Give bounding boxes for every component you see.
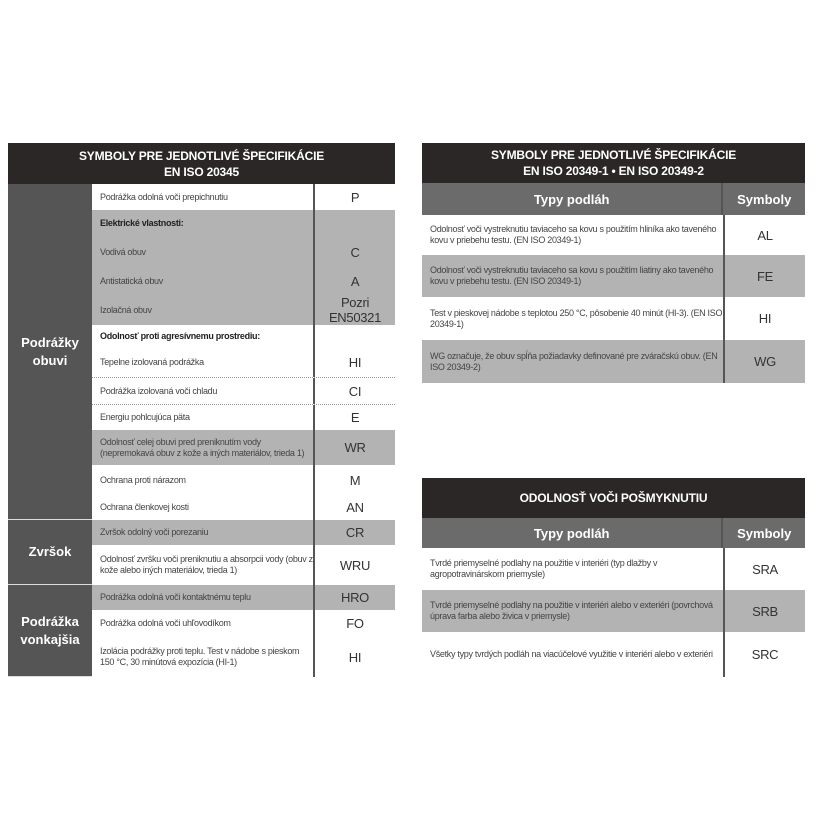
row-description: Podrážka odolná voči uhľovodíkom [100,618,231,628]
table-row: Izolácia podrážky proti teplu. Test v ná… [92,637,395,677]
table-row: Podrážka odolná voči prepichnutiu P [92,184,395,210]
table-row: Odolnosť voči vystreknutiu taviaceho sa … [422,215,805,255]
row-description: Odolnosť voči vystreknutiu taviaceho sa … [430,224,717,245]
row-symbol: SRB [723,590,805,632]
table-row: Ochrana proti nárazom M [92,465,395,495]
table-row: Vodivá obuv C [92,236,395,268]
row-symbol: AL [723,215,805,255]
table-row: Tvrdé priemyselné podlahy na použitie v … [422,590,805,632]
header-title: SYMBOLY PRE JEDNOTLIVÉ ŠPECIFIKÁCIE [78,148,325,163]
table-row: Zvršok odolný voči porezaniu CR [92,520,395,545]
row-description: Vodivá obuv [100,246,146,257]
header-subtitle: EN ISO 20345 [164,164,239,179]
row-description: Zvršok odolný voči porezaniu [100,527,209,537]
column-header-symbols: Symboly [721,518,805,548]
row-symbol: AN [313,495,395,520]
table-row: WG označuje, že obuv spĺňa požiadavky de… [422,340,805,383]
row-symbol: WR [313,430,395,465]
table-row: Všetky typy tvrdých podláh na viacúčelov… [422,632,805,677]
table-row: Test v pieskovej nádobe s teplotou 250 °… [422,297,805,340]
column-header-row: Typy podláh Symboly [422,183,805,215]
column-header-floor-types: Typy podláh [533,525,610,541]
header-title: SYMBOLY PRE JEDNOTLIVÉ ŠPECIFIKÁCIE [490,148,737,162]
row-symbol: FE [723,255,805,297]
row-description: Tepelne izolovaná podrážka [100,357,204,367]
table-header: SYMBOLY PRE JEDNOTLIVÉ ŠPECIFIKÁCIE EN I… [8,143,395,184]
category-outsole: Podrážka vonkajšia [8,585,92,677]
category-upper: Zvršok [8,520,92,585]
table-row: Odolnosť proti agresívnemu prostrediu: [92,325,395,348]
header-subtitle: EN ISO 20349-1 • EN ISO 20349-2 [523,164,704,178]
row-description: Izolácia podrážky proti teplu. Test v ná… [100,646,300,667]
table-header: SYMBOLY PRE JEDNOTLIVÉ ŠPECIFIKÁCIE EN I… [422,143,805,183]
row-symbol: Pozri EN50321 [313,295,395,325]
row-symbol: HI [723,297,805,340]
row-description: Ochrana členkovej kosti [100,502,189,512]
row-symbol: WRU [313,545,395,585]
row-symbol: HI [313,348,395,377]
row-description: Energiu pohlcujúca päta [100,412,190,422]
row-description: Tvrdé priemyselné podlahy na použitie v … [430,558,658,579]
row-description: Odolnosť voči vystreknutiu taviaceho sa … [430,265,714,286]
row-description: Všetky typy tvrdých podláh na viacúčelov… [430,649,713,659]
row-description: Odolnosť celej obuvi pred preniknutím vo… [100,436,305,458]
row-symbol: M [313,465,395,495]
en-iso-20349-table: SYMBOLY PRE JEDNOTLIVÉ ŠPECIFIKÁCIE EN I… [422,143,805,383]
table-row: Energiu pohlcujúca päta E [92,405,395,430]
row-description: Podrážka odolná voči kontaktnému teplu [100,592,251,602]
header-title: ODOLNOSŤ VOČI POŠMYKNUTIU [519,491,708,505]
table-row: Tvrdé priemyselné podlahy na použitie v … [422,548,805,590]
row-symbol: A [313,268,395,295]
row-symbol [313,210,395,236]
row-symbol: SRC [723,632,805,677]
row-symbol: C [313,236,395,268]
table-row: Odolnosť celej obuvi pred preniknutím vo… [92,430,395,465]
table-row: Izolačná obuv Pozri EN50321 [92,295,395,325]
row-description: Test v pieskovej nádobe s teplotou 250 °… [430,307,723,329]
slip-resistance-table: ODOLNOSŤ VOČI POŠMYKNUTIU Typy podláh Sy… [422,478,805,677]
row-description: Tvrdé priemyselné podlahy na použitie v … [430,600,713,621]
row-description: Odolnosť zvršku voči preniknutiu a absor… [100,554,313,575]
column-header-symbols: Symboly [721,183,805,215]
row-description: Podrážka odolná voči prepichnutiu [100,191,228,202]
table-row: Odolnosť zvršku voči preniknutiu a absor… [92,545,395,585]
table-row: Podrážka odolná voči uhľovodíkom FO [92,610,395,637]
row-symbol [313,325,395,348]
row-description: WG označuje, že obuv spĺňa požiadavky de… [430,350,718,372]
row-symbol: CI [313,378,395,404]
row-symbol: WG [723,340,805,383]
row-description: Odolnosť proti agresívnemu prostrediu: [100,331,260,341]
category-soles: Podrážky obuvi [8,184,92,520]
row-symbol: E [313,405,395,430]
table-row: Elektrické vlastnosti: [92,210,395,236]
row-symbol: HRO [313,585,395,610]
row-description: Antistatická obuv [100,276,163,286]
table-row: Podrážka odolná voči kontaktnému teplu HR… [92,585,395,610]
table-row: Tepelne izolovaná podrážka HI [92,348,395,378]
row-description: Podrážka izolovaná voči chladu [100,385,218,396]
row-symbol: FO [313,610,395,637]
row-symbol: P [313,184,395,210]
table-row: Antistatická obuv A [92,268,395,295]
row-description: Izolačná obuv [100,304,152,315]
row-symbol: SRA [723,548,805,590]
row-symbol: CR [313,520,395,545]
row-description: Elektrické vlastnosti: [100,217,184,228]
en-iso-20345-table: SYMBOLY PRE JEDNOTLIVÉ ŠPECIFIKÁCIE EN I… [8,143,395,677]
column-header-floor-types: Typy podláh [533,191,610,207]
table-row: Podrážka izolovaná voči chladu CI [92,378,395,405]
row-symbol: HI [313,637,395,677]
table-row: Odolnosť voči vystreknutiu taviaceho sa … [422,255,805,297]
row-description: Ochrana proti nárazom [100,474,186,485]
column-header-row: Typy podláh Symboly [422,518,805,548]
table-row: Ochrana členkovej kosti AN [92,495,395,520]
table-header: ODOLNOSŤ VOČI POŠMYKNUTIU [422,478,805,518]
